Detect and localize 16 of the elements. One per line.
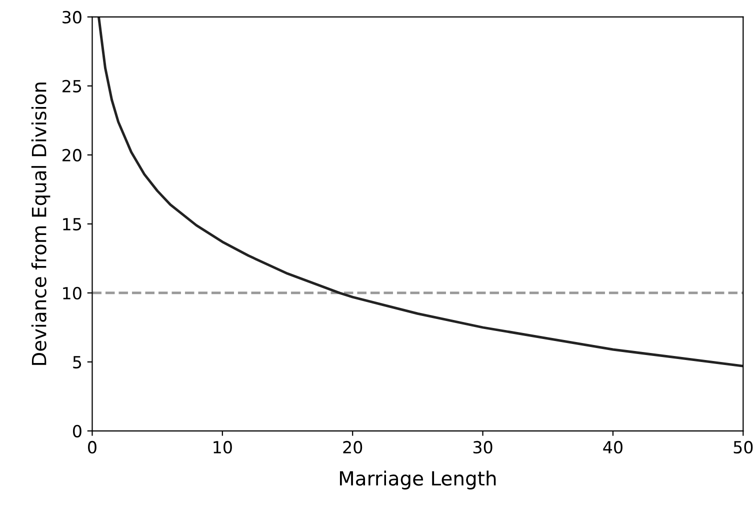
y-tick-label: 25 [62,80,82,92]
y-axis-title: Deviance from Equal Division [31,82,50,365]
y-tick-label: 20 [62,148,82,162]
y-tick-label: 30 [62,10,82,24]
x-tick-label: 20 [343,440,362,454]
x-tick-label: 30 [473,440,492,454]
x-tick-label: 40 [603,440,622,454]
x-tick-label: 0 [88,440,96,454]
x-tick-label: 50 [734,440,753,454]
line-series [97,16,744,368]
y-tick-label: 5 [73,356,82,368]
x-axis-title: Marriage Length [340,470,496,490]
y-tick-label: 15 [63,218,82,230]
y-tick-label: 10 [63,286,82,300]
x-tick-label: 10 [214,440,232,454]
y-tick-label: 0 [73,424,82,438]
